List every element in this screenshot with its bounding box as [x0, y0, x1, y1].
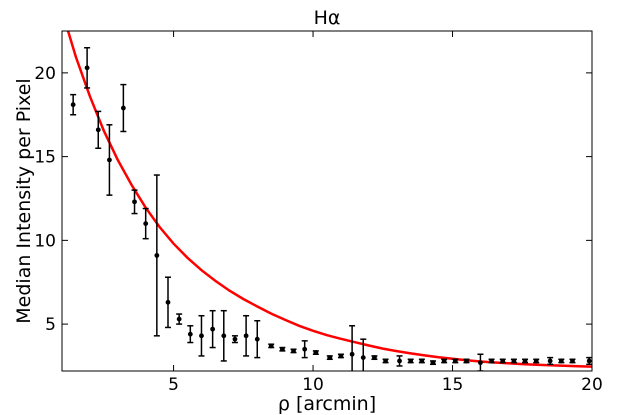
data-point: [176, 316, 182, 322]
data-point: [302, 346, 308, 352]
data-point: [232, 336, 238, 342]
data-point: [95, 127, 101, 133]
data-point: [522, 358, 528, 364]
chart-title: Hα: [314, 7, 341, 29]
data-point: [419, 358, 425, 364]
data-point: [408, 358, 414, 364]
y-tick-label: 10: [34, 231, 56, 251]
data-point: [165, 299, 171, 305]
data-point: [533, 358, 539, 364]
y-tick-label: 15: [34, 148, 56, 168]
data-point: [154, 253, 160, 258]
data-point: [586, 358, 592, 364]
data-point: [452, 358, 458, 364]
data-point: [464, 358, 469, 364]
data-point: [383, 358, 388, 364]
data-point: [349, 351, 355, 357]
data-point: [570, 358, 575, 364]
y-axis-label: Median Intensity per Pixel: [13, 78, 35, 323]
data-point: [511, 358, 517, 364]
data-point: [132, 199, 137, 205]
y-tick-label: 20: [34, 64, 56, 84]
data-point: [430, 360, 436, 366]
data-point: [478, 360, 483, 366]
plot-frame: [61, 30, 593, 372]
data-point: [558, 358, 564, 364]
fit-curve-line: [66, 31, 592, 368]
data-point: [268, 343, 274, 349]
data-point: [372, 355, 377, 361]
data-point: [327, 355, 333, 361]
data-point: [441, 358, 447, 364]
data-point: [210, 326, 216, 332]
data-point: [313, 350, 319, 355]
data-point: [254, 336, 260, 342]
data-point: [500, 358, 506, 364]
data-point: [143, 221, 149, 227]
data-point: [397, 358, 402, 364]
data-point: [84, 65, 90, 71]
y-tick-label: 5: [45, 315, 56, 335]
plot-marks: [66, 31, 592, 371]
data-point: [338, 353, 344, 359]
data-point: [221, 333, 227, 339]
data-point: [120, 105, 126, 111]
data-point: [70, 102, 76, 108]
axis-ticks: 5 10 15 20 5 10 15 20: [34, 31, 603, 395]
data-point: [199, 333, 204, 339]
x-tick-label: 15: [442, 375, 464, 395]
x-tick-label: 20: [581, 375, 603, 395]
data-point: [187, 331, 193, 337]
data-point: [489, 358, 494, 364]
data-point: [243, 333, 249, 339]
data-point: [547, 358, 553, 364]
data-point: [360, 355, 366, 361]
data-point: [291, 348, 296, 354]
data-point: [279, 346, 285, 352]
data-point: [107, 157, 112, 163]
x-tick-label: 5: [168, 375, 179, 395]
x-tick-label: 10: [302, 375, 324, 395]
x-axis-label: ρ [arcmin]: [278, 393, 376, 415]
